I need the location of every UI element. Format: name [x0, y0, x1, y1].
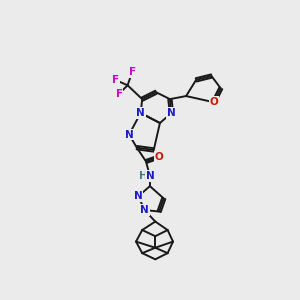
Text: F: F: [116, 89, 123, 99]
Text: N: N: [167, 108, 176, 118]
Text: N: N: [140, 205, 149, 215]
Text: O: O: [155, 152, 164, 162]
Text: F: F: [112, 75, 119, 85]
Text: N: N: [146, 171, 154, 181]
Text: N: N: [136, 108, 145, 118]
Text: N: N: [136, 108, 145, 118]
Text: O: O: [209, 97, 218, 107]
Text: N: N: [134, 191, 143, 201]
Text: F: F: [129, 67, 136, 77]
Text: N: N: [125, 130, 134, 140]
Text: H: H: [139, 171, 147, 181]
